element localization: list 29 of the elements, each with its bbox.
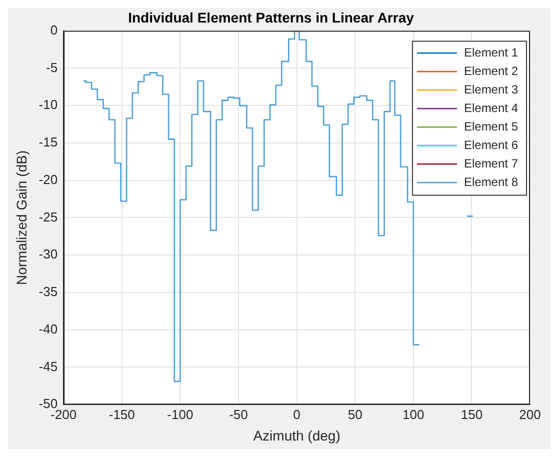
y-tick-label: -20 bbox=[38, 172, 58, 187]
y-tick-label: 0 bbox=[50, 22, 58, 38]
x-tick-label: -50 bbox=[229, 406, 248, 422]
x-tick-label: 100 bbox=[402, 406, 424, 422]
y-tick-label: -40 bbox=[38, 321, 58, 336]
y-tick-label: -35 bbox=[38, 284, 58, 300]
x-axis-title: Azimuth (deg) bbox=[253, 427, 340, 444]
x-tick-label: 50 bbox=[348, 406, 362, 422]
x-tick-label: 0 bbox=[293, 406, 300, 422]
chart-title: Individual Element Patterns in Linear Array bbox=[128, 9, 414, 26]
x-tick-label: -100 bbox=[167, 406, 194, 422]
x-tick-label: 150 bbox=[460, 406, 483, 422]
y-tick-label: -45 bbox=[38, 358, 58, 374]
legend-label: Element 5 bbox=[464, 119, 518, 134]
legend-label: Element 8 bbox=[464, 174, 518, 189]
x-tick-label: 200 bbox=[519, 406, 541, 422]
y-tick-label: -10 bbox=[38, 97, 58, 112]
y-tick-label: -15 bbox=[38, 134, 58, 150]
legend-label: Element 4 bbox=[464, 100, 518, 115]
x-tick-label: -150 bbox=[108, 406, 135, 422]
legend-label: Element 1 bbox=[464, 45, 518, 60]
legend-label: Element 7 bbox=[464, 156, 518, 170]
legend-label: Element 2 bbox=[464, 64, 518, 78]
y-tick-label: -30 bbox=[38, 246, 58, 262]
legend-label: Element 6 bbox=[464, 138, 518, 152]
y-tick-label: -5 bbox=[46, 60, 58, 75]
y-tick-label: -25 bbox=[38, 209, 58, 224]
y-axis-title: Normalized Gain (dB) bbox=[13, 150, 30, 286]
legend-label: Element 3 bbox=[464, 82, 518, 96]
